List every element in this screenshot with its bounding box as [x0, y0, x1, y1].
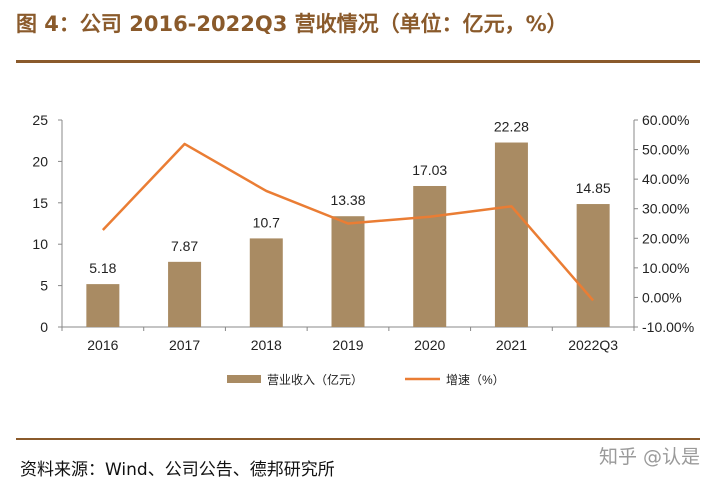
legend-label-growth: 增速（%） — [446, 373, 505, 387]
revenue-bar-label: 13.38 — [330, 192, 365, 208]
bottom-rule — [16, 438, 700, 440]
left-axis-tick-label: 25 — [32, 112, 48, 128]
right-axis-tick-label: 0.00% — [642, 289, 682, 305]
x-axis-tick-label: 2017 — [169, 337, 200, 353]
revenue-bar-label: 7.87 — [171, 238, 198, 254]
revenue-chart: 0 5 10 15 20 25 -10.00% 0.00% 10.00% 20.00% 30.00%… — [32, 112, 694, 387]
right-axis-tick-label: 30.00% — [642, 201, 689, 217]
revenue-bar-label: 5.18 — [89, 260, 116, 276]
right-axis-tick-label: 50.00% — [642, 142, 689, 158]
figure-title: 图 4：公司 2016-2022Q3 营收情况（单位：亿元，%） — [16, 12, 568, 36]
left-axis-tick-label: 0 — [40, 319, 48, 335]
revenue-bar-label: 10.7 — [253, 214, 280, 230]
left-axis-tick-label: 15 — [32, 195, 48, 211]
top-rule — [16, 60, 700, 63]
x-axis-tick-label: 2019 — [332, 337, 363, 353]
right-axis-tick-label: 20.00% — [642, 230, 689, 246]
x-axis-tick-label: 2016 — [87, 337, 118, 353]
right-axis-tick-label: 60.00% — [642, 112, 689, 128]
right-axis-tick-label: 40.00% — [642, 171, 689, 187]
revenue-bar-label: 14.85 — [576, 180, 611, 196]
x-axis-tick-label: 2022Q3 — [568, 337, 618, 353]
right-axis-tick-label: 10.00% — [642, 260, 689, 276]
left-axis-tick-label: 20 — [32, 153, 48, 169]
left-axis-tick-label: 10 — [32, 236, 48, 252]
x-axis-tick-label: 2020 — [414, 337, 445, 353]
legend-label-revenue: 营业收入（亿元） — [267, 372, 363, 387]
source-note: 资料来源：Wind、公司公告、德邦研究所 — [20, 460, 335, 480]
x-axis-tick-label: 2018 — [251, 337, 282, 353]
left-axis-tick-label: 5 — [40, 278, 48, 294]
revenue-bar-label: 17.03 — [412, 162, 447, 178]
revenue-bar — [249, 238, 283, 327]
legend-swatch-revenue — [227, 375, 261, 383]
revenue-bar — [331, 216, 365, 327]
revenue-bar — [413, 185, 447, 327]
revenue-bar-label: 22.28 — [494, 119, 529, 135]
right-axis-tick-label: -10.00% — [642, 319, 694, 335]
revenue-bar — [168, 261, 202, 327]
revenue-bar — [576, 204, 610, 327]
revenue-bar — [494, 142, 528, 327]
watermark: 知乎 @认是 — [598, 446, 700, 468]
x-axis-tick-label: 2021 — [496, 337, 527, 353]
revenue-bar — [86, 284, 120, 327]
